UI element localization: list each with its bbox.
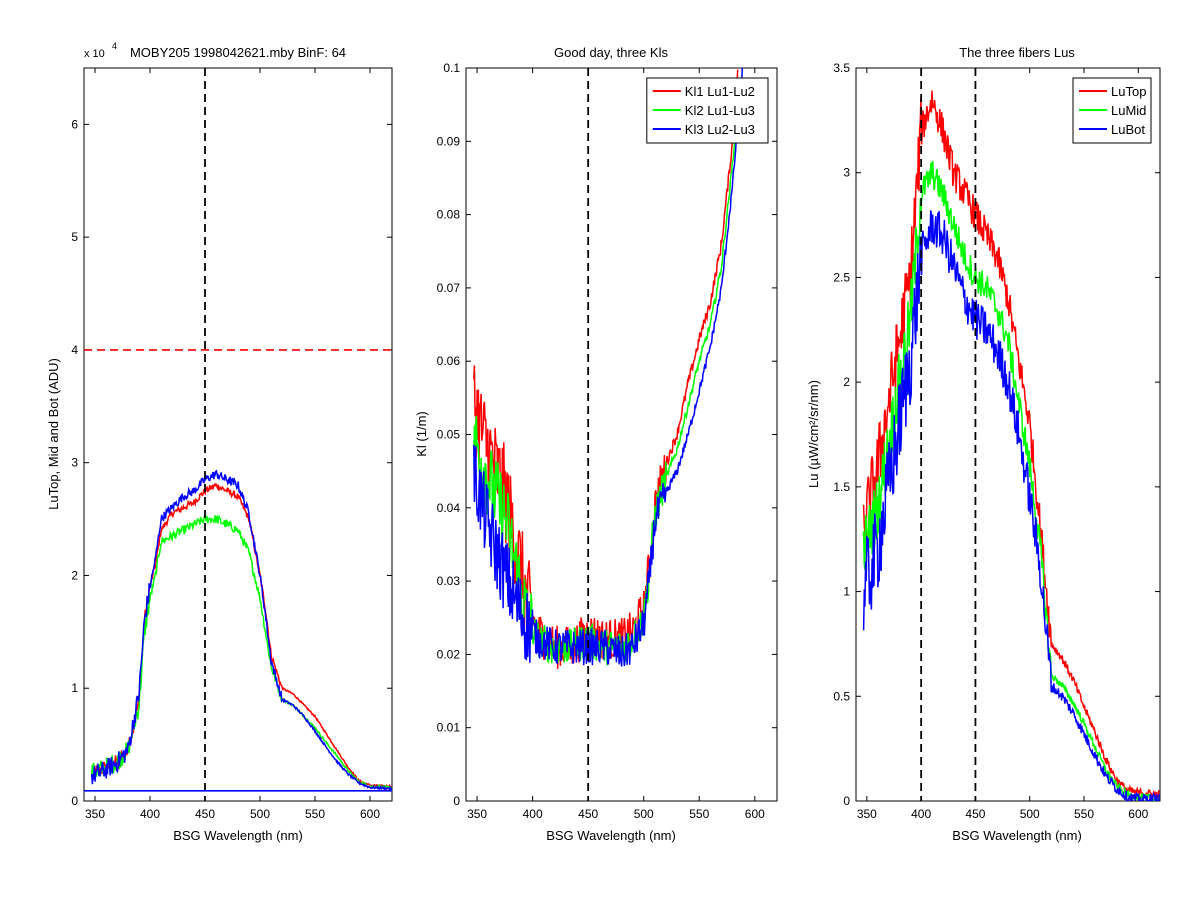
- y-tick-label: 2: [843, 375, 850, 389]
- x-tick-label: 400: [140, 807, 160, 821]
- svg-text:4: 4: [112, 41, 117, 51]
- panel-kl: Good day, three Kls BSG Wavelength (nm) …: [414, 45, 778, 843]
- legend-label: LuBot: [1111, 122, 1145, 137]
- plot-area: [855, 67, 1161, 802]
- x-tick-label: 550: [305, 807, 325, 821]
- x-tick-label: 550: [1074, 807, 1094, 821]
- x-tick-label: 500: [250, 807, 270, 821]
- series-line-lumid: [862, 160, 1160, 801]
- x-tick-label: 450: [195, 807, 215, 821]
- chart-title: MOBY205 1998042621.mby BinF: 64: [130, 45, 346, 60]
- x-tick-label: 500: [1020, 807, 1040, 821]
- y-tick-label: 0.02: [437, 647, 461, 661]
- legend-label: LuMid: [1111, 103, 1146, 118]
- y-tick-label: 3.5: [833, 61, 850, 75]
- y-tick-label: 0.1: [443, 61, 460, 75]
- chart-title: Good day, three Kls: [554, 45, 668, 60]
- y-tick-label: 0.09: [437, 134, 461, 148]
- plot-area: [83, 67, 393, 802]
- x-tick-label: 500: [634, 807, 654, 821]
- y-axis-label: Lu (µW/cm²/sr/nm): [806, 380, 821, 488]
- x-tick-label: 600: [1128, 807, 1148, 821]
- y-tick-label: 0: [843, 794, 850, 808]
- y-tick-label: 0.05: [437, 428, 461, 442]
- y-tick-label: 0.06: [437, 354, 461, 368]
- x-tick-label: 450: [965, 807, 985, 821]
- exponent-label: x 10 4: [84, 41, 117, 60]
- y-axis-label: LuTop, Mid and Bot (ADU): [46, 358, 61, 510]
- y-tick-label: 0.03: [437, 574, 461, 588]
- y-tick-label: 5: [71, 230, 78, 244]
- y-tick-label: 1: [71, 681, 78, 695]
- x-tick-label: 550: [689, 807, 709, 821]
- x-axis-label: BSG Wavelength (nm): [952, 828, 1082, 843]
- legend: Kl1 Lu1-Lu2 Kl2 Lu1-Lu3 Kl3 Lu2-Lu3: [646, 77, 769, 144]
- series-line-kl3-lu2-lu3: [473, 68, 744, 667]
- y-tick-label: 0.01: [437, 721, 461, 735]
- y-tick-label: 0.08: [437, 208, 461, 222]
- y-tick-label: 3: [843, 166, 850, 180]
- legend: LuTop LuMid LuBot: [1072, 77, 1152, 144]
- series-line-lubot: [862, 210, 1160, 801]
- x-axis-label: BSG Wavelength (nm): [173, 828, 303, 843]
- series-line-lutop: [862, 90, 1160, 801]
- series-line-2: [90, 469, 392, 792]
- x-tick-label: 350: [857, 807, 877, 821]
- legend-label: LuTop: [1111, 84, 1146, 99]
- x-tick-label: 600: [745, 807, 765, 821]
- y-tick-label: 2: [71, 568, 78, 582]
- y-tick-label: 1.5: [833, 480, 850, 494]
- y-axis-label: Kl (1/m): [414, 411, 429, 457]
- x-tick-label: 400: [523, 807, 543, 821]
- series-line-1: [90, 514, 392, 791]
- y-tick-label: 4: [71, 343, 78, 357]
- y-tick-label: 0: [71, 794, 78, 808]
- legend-label: Kl3 Lu2-Lu3: [685, 122, 755, 137]
- y-tick-label: 0.07: [437, 281, 461, 295]
- y-tick-label: 2.5: [833, 270, 850, 284]
- x-axis-label: BSG Wavelength (nm): [546, 828, 676, 843]
- y-tick-label: 0: [453, 794, 460, 808]
- y-tick-label: 6: [71, 117, 78, 131]
- x-tick-label: 350: [85, 807, 105, 821]
- x-tick-label: 450: [578, 807, 598, 821]
- y-tick-label: 0.5: [833, 689, 850, 703]
- x-tick-label: 400: [911, 807, 931, 821]
- x-tick-label: 600: [360, 807, 380, 821]
- y-tick-label: 3: [71, 456, 78, 470]
- legend-label: Kl2 Lu1-Lu3: [685, 103, 755, 118]
- chart-title: The three fibers Lus: [959, 45, 1075, 60]
- y-tick-label: 0.04: [437, 501, 461, 515]
- panel-adu: MOBY205 1998042621.mby BinF: 64 x 10 4 B…: [46, 41, 393, 843]
- x-tick-label: 350: [467, 807, 487, 821]
- y-tick-label: 1: [843, 585, 850, 599]
- svg-text:x 10: x 10: [84, 48, 105, 60]
- legend-label: Kl1 Lu1-Lu2: [685, 84, 755, 99]
- panel-lu: The three fibers Lus BSG Wavelength (nm)…: [806, 45, 1161, 843]
